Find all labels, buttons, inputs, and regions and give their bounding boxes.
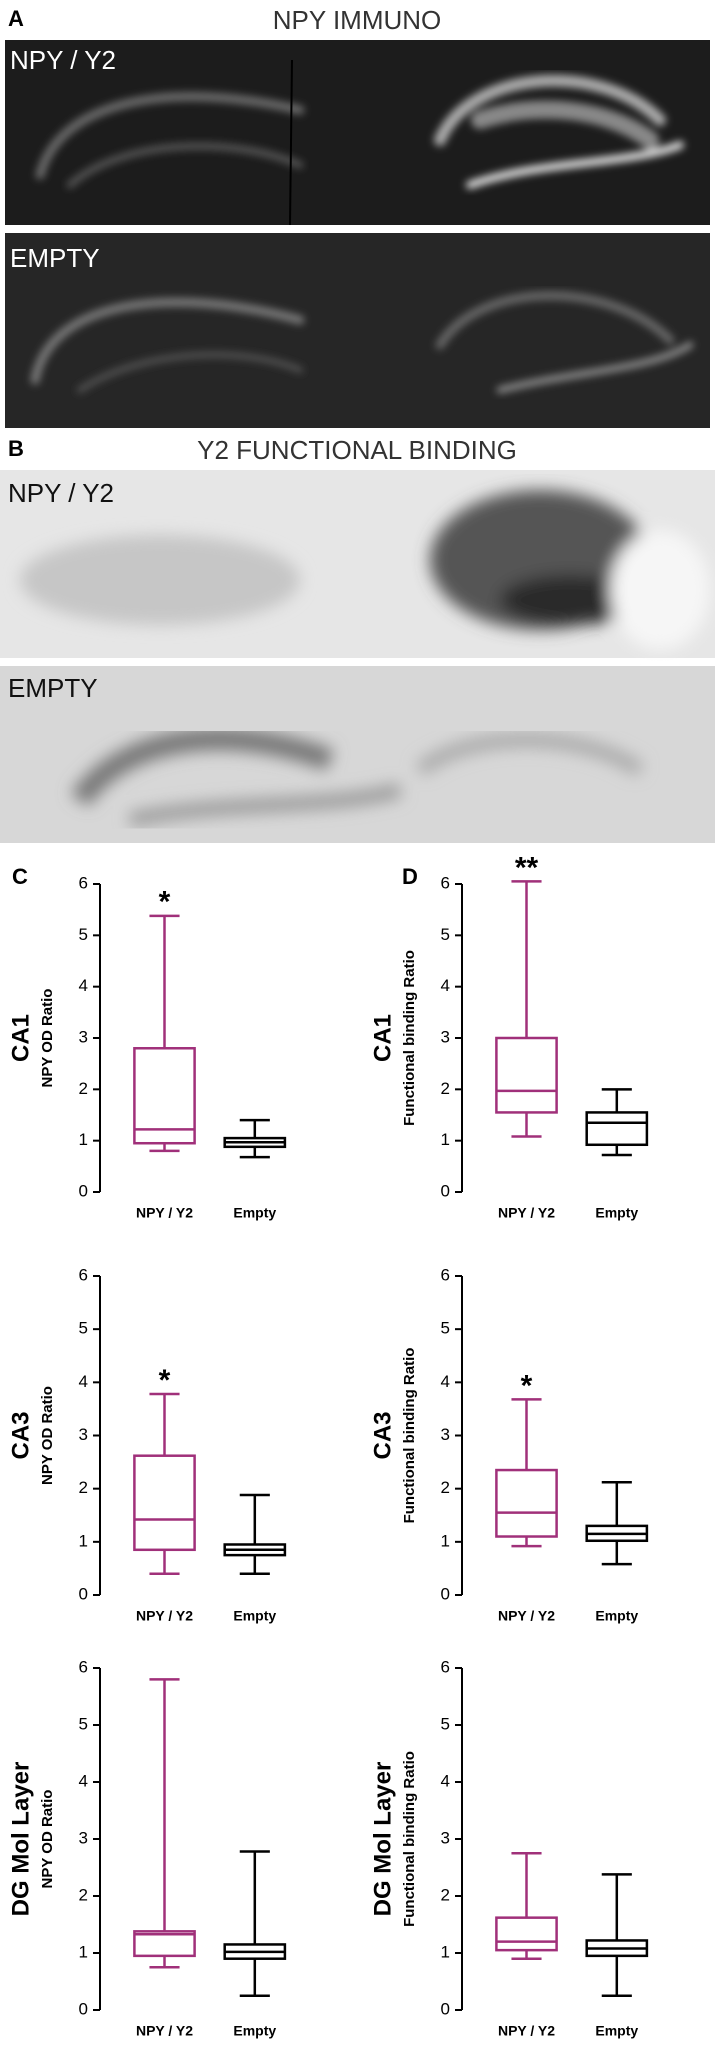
region-label: CA1 bbox=[7, 1014, 34, 1062]
y-tick-label: 5 bbox=[79, 925, 88, 944]
x-tick-label: Empty bbox=[233, 1205, 276, 1221]
box bbox=[585, 1111, 649, 1147]
y-tick-label: 4 bbox=[441, 1771, 450, 1790]
y-tick-label: 4 bbox=[79, 1372, 88, 1391]
y-axis-label: Functional binding Ratio bbox=[401, 1751, 418, 1927]
annotation: ** bbox=[515, 851, 539, 884]
image-label: NPY / Y2 bbox=[8, 478, 114, 508]
y-tick-label: 6 bbox=[79, 1657, 88, 1676]
y-tick-label: 4 bbox=[441, 976, 450, 995]
y-tick-label: 3 bbox=[79, 1027, 88, 1046]
box bbox=[133, 1454, 196, 1552]
panel-title: NPY IMMUNO bbox=[273, 5, 442, 35]
y-tick-label: 6 bbox=[79, 873, 88, 892]
panel-letter: A bbox=[8, 6, 24, 31]
micrograph: NPY / Y2 bbox=[0, 470, 715, 658]
x-tick-label: NPY / Y2 bbox=[498, 1205, 555, 1221]
x-tick-label: Empty bbox=[595, 1205, 638, 1221]
y-axis-label: NPY OD Ratio bbox=[39, 989, 56, 1088]
y-tick-label: 0 bbox=[441, 1181, 450, 1200]
region-label: CA1 bbox=[369, 1014, 396, 1062]
annotation: * bbox=[159, 1364, 171, 1397]
y-tick-label: 6 bbox=[441, 1265, 450, 1284]
image-label: EMPTY bbox=[10, 243, 100, 273]
x-tick-label: NPY / Y2 bbox=[498, 2023, 555, 2039]
y-tick-label: 1 bbox=[441, 1130, 450, 1149]
y-tick-label: 2 bbox=[441, 1478, 450, 1497]
y-tick-label: 5 bbox=[441, 1319, 450, 1338]
y-tick-label: 5 bbox=[441, 1714, 450, 1733]
x-tick-label: NPY / Y2 bbox=[136, 2023, 193, 2039]
panel-letter: C bbox=[12, 864, 28, 889]
y-tick-label: 0 bbox=[441, 1584, 450, 1603]
y-tick-label: 6 bbox=[79, 1265, 88, 1284]
panel-letter: D bbox=[402, 864, 418, 889]
y-tick-label: 2 bbox=[441, 1885, 450, 1904]
y-tick-label: 0 bbox=[79, 1181, 88, 1200]
y-tick-label: 1 bbox=[441, 1942, 450, 1961]
x-tick-label: Empty bbox=[595, 2023, 638, 2039]
y-tick-label: 2 bbox=[79, 1885, 88, 1904]
y-tick-label: 3 bbox=[79, 1828, 88, 1847]
micrograph: NPY / Y2 bbox=[5, 40, 710, 226]
box bbox=[495, 1468, 558, 1538]
y-tick-label: 5 bbox=[79, 1319, 88, 1338]
region-label: CA3 bbox=[7, 1411, 34, 1459]
y-tick-label: 0 bbox=[79, 1584, 88, 1603]
y-tick-label: 0 bbox=[79, 1999, 88, 2018]
y-tick-label: 3 bbox=[79, 1425, 88, 1444]
image-label: NPY / Y2 bbox=[10, 45, 116, 75]
y-tick-label: 1 bbox=[79, 1531, 88, 1550]
y-tick-label: 1 bbox=[441, 1531, 450, 1550]
x-tick-label: Empty bbox=[233, 2023, 276, 2039]
y-tick-label: 0 bbox=[441, 1999, 450, 2018]
x-tick-label: NPY / Y2 bbox=[136, 1608, 193, 1624]
y-tick-label: 2 bbox=[441, 1079, 450, 1098]
y-tick-label: 6 bbox=[441, 873, 450, 892]
y-tick-label: 6 bbox=[441, 1657, 450, 1676]
region-label: CA3 bbox=[369, 1411, 396, 1459]
panel-title: Y2 FUNCTIONAL BINDING bbox=[197, 435, 517, 465]
y-tick-label: 4 bbox=[441, 1372, 450, 1391]
y-axis-label: Functional binding Ratio bbox=[401, 950, 418, 1126]
y-axis-label: Functional binding Ratio bbox=[401, 1348, 418, 1524]
image-label: EMPTY bbox=[8, 673, 98, 703]
x-tick-label: NPY / Y2 bbox=[498, 1608, 555, 1624]
y-tick-label: 2 bbox=[79, 1478, 88, 1497]
panel-letter: B bbox=[8, 436, 24, 461]
x-tick-label: Empty bbox=[233, 1608, 276, 1624]
box bbox=[495, 1036, 558, 1114]
y-tick-label: 1 bbox=[79, 1942, 88, 1961]
y-tick-label: 3 bbox=[441, 1027, 450, 1046]
micrograph: EMPTY bbox=[5, 233, 710, 428]
x-tick-label: Empty bbox=[595, 1608, 638, 1624]
y-tick-label: 3 bbox=[441, 1425, 450, 1444]
y-tick-label: 3 bbox=[441, 1828, 450, 1847]
y-tick-label: 4 bbox=[79, 976, 88, 995]
box bbox=[133, 1047, 196, 1145]
y-tick-label: 5 bbox=[79, 1714, 88, 1733]
annotation: * bbox=[521, 1369, 533, 1402]
region-label: DG Mol Layer bbox=[7, 1762, 34, 1917]
y-tick-label: 1 bbox=[79, 1130, 88, 1149]
micrograph: EMPTY bbox=[0, 666, 715, 843]
region-label: DG Mol Layer bbox=[369, 1762, 396, 1917]
annotation: * bbox=[159, 886, 171, 919]
y-tick-label: 5 bbox=[441, 925, 450, 944]
box bbox=[133, 1930, 196, 1958]
y-axis-label: NPY OD Ratio bbox=[39, 1790, 56, 1889]
y-tick-label: 4 bbox=[79, 1771, 88, 1790]
y-axis-label: NPY OD Ratio bbox=[39, 1386, 56, 1485]
box bbox=[495, 1916, 558, 1952]
y-tick-label: 2 bbox=[79, 1079, 88, 1098]
x-tick-label: NPY / Y2 bbox=[136, 1205, 193, 1221]
